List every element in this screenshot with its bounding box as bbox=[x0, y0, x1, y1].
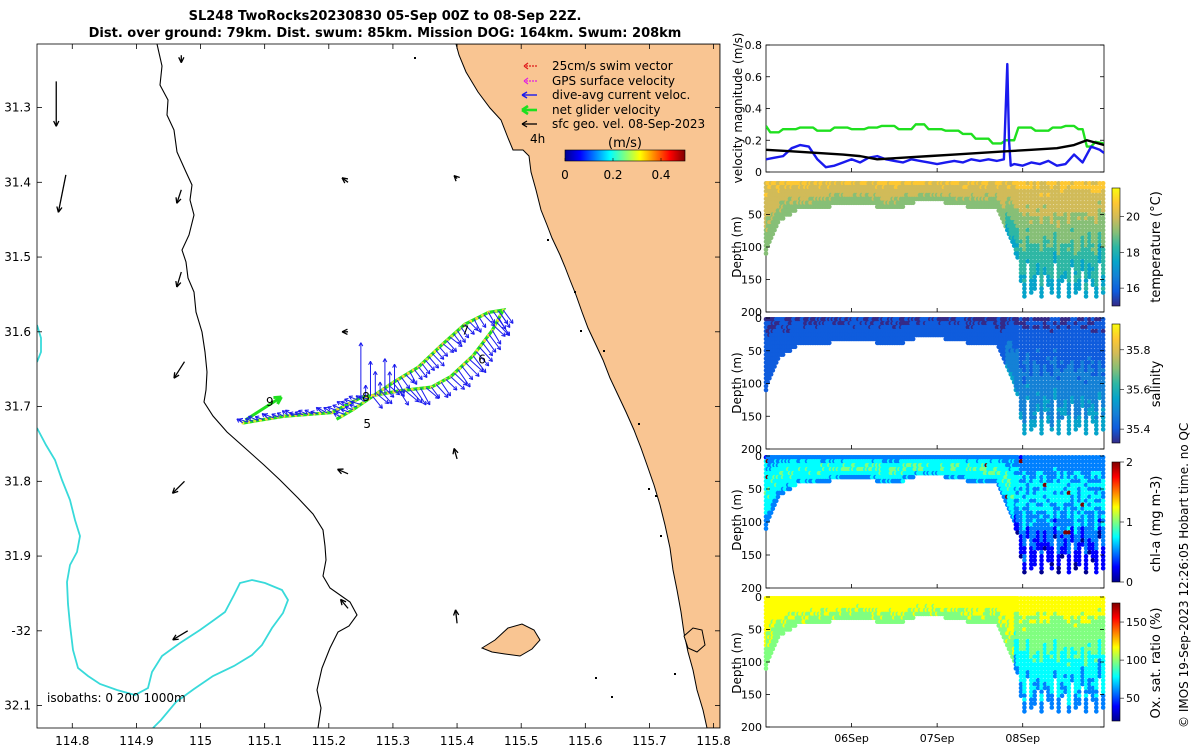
track-point bbox=[340, 414, 344, 418]
track-point bbox=[406, 371, 410, 375]
y-tick-label: 31.7 bbox=[4, 400, 31, 414]
isobaths-label: isobaths: 0 200 1000m bbox=[47, 691, 186, 705]
map-colorbar bbox=[564, 149, 686, 162]
x-tick-label: 114.8 bbox=[55, 734, 89, 748]
x-tick-label: 115.1 bbox=[247, 734, 281, 748]
time-step-label: 4h bbox=[530, 132, 545, 146]
track-point bbox=[483, 338, 487, 342]
track-point bbox=[381, 387, 385, 391]
track-point bbox=[417, 387, 421, 391]
legend-label: 25cm/s swim vector bbox=[552, 59, 673, 73]
track-point bbox=[481, 313, 485, 317]
colorbar-tick-label: 0 bbox=[561, 168, 569, 182]
y-tick-label: 31.4 bbox=[4, 175, 31, 189]
track-point bbox=[462, 362, 466, 366]
legend-label: sfc geo. vel. 08-Sep-2023 bbox=[552, 117, 705, 131]
track-day-label: 7 bbox=[462, 323, 470, 337]
track-point bbox=[433, 349, 437, 353]
y-tick-label: 32.1 bbox=[4, 699, 31, 713]
track-point bbox=[253, 419, 257, 423]
geo-vector bbox=[37, 350, 38, 353]
x-tick-label: 115.3 bbox=[376, 734, 410, 748]
x-tick-label: 115.5 bbox=[504, 734, 538, 748]
x-tick-label: 115 bbox=[189, 734, 212, 748]
track-point bbox=[458, 366, 462, 370]
geo-vector-head bbox=[24, 384, 29, 390]
x-tick-label: 115.6 bbox=[568, 734, 602, 748]
track-point bbox=[429, 353, 433, 357]
track-point bbox=[454, 330, 458, 334]
x-tick-label: 114.9 bbox=[119, 734, 153, 748]
track-day-label: 6 bbox=[478, 352, 486, 366]
y-tick-label: 31.5 bbox=[4, 250, 31, 264]
track-point bbox=[479, 344, 483, 348]
track-point bbox=[401, 374, 405, 378]
x-tick-label: 115.4 bbox=[440, 734, 474, 748]
x-tick-label: 115.8 bbox=[696, 734, 730, 748]
legend-label: dive-avg current veloc. bbox=[552, 88, 690, 102]
y-tick-label: 31.3 bbox=[4, 101, 31, 115]
track-point bbox=[494, 309, 498, 313]
track-point bbox=[356, 404, 360, 408]
legend-label: net glider velocity bbox=[552, 103, 660, 117]
y-tick-label: 31.9 bbox=[4, 549, 31, 563]
x-tick-label: 115.2 bbox=[312, 734, 346, 748]
x-tick-label: 115.7 bbox=[632, 734, 666, 748]
geo-vector-head bbox=[15, 502, 20, 508]
track-day-label: 9 bbox=[266, 395, 274, 409]
track-day-label: 5 bbox=[363, 417, 371, 431]
track-point bbox=[475, 316, 479, 320]
y-tick-label: -32 bbox=[11, 624, 31, 638]
legend-label: GPS surface velocity bbox=[552, 74, 675, 88]
colorbar-tick-label: 0.4 bbox=[651, 168, 670, 182]
map-colorbar-label: (m/s) bbox=[608, 136, 642, 151]
colorbar-tick-label: 0.2 bbox=[603, 168, 622, 182]
y-tick-label: 31.6 bbox=[4, 325, 31, 339]
track-day-label: 8 bbox=[362, 390, 370, 404]
y-tick-label: 31.8 bbox=[4, 474, 31, 488]
